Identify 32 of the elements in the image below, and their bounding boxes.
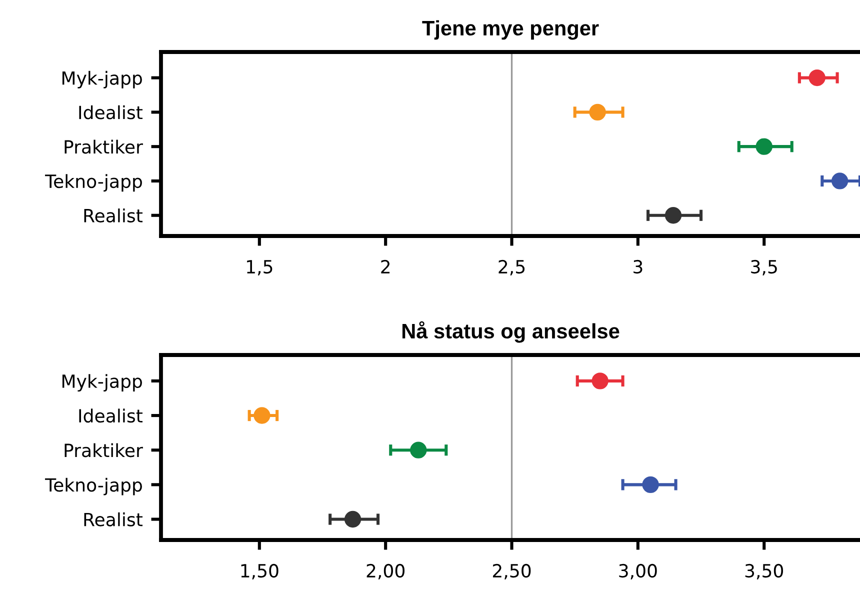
point (642, 476, 659, 494)
chart-title: Tjene mye penger (422, 20, 599, 40)
x-tick-label: 2,00 (366, 564, 404, 580)
x-tick-label: 3 (634, 260, 642, 274)
y-tick-label: Tekno-japp (45, 478, 142, 496)
point (756, 138, 772, 155)
x-tick-label: 2 (381, 260, 390, 274)
point (592, 372, 608, 390)
y-tick-label: Realist (84, 512, 143, 526)
point (831, 172, 848, 190)
x-tick-label: 2,5 (498, 260, 525, 276)
point (254, 407, 270, 424)
point (808, 69, 826, 86)
y-tick-label: Myk-japp (62, 70, 142, 88)
point (344, 510, 362, 528)
y-tick-label: Praktiker (64, 140, 143, 154)
point (410, 442, 427, 458)
x-tick-label: 1,50 (241, 564, 278, 580)
y-tick-label: Myk-japp (62, 374, 142, 392)
y-tick-label: Realist (84, 208, 143, 222)
y-tick-label: Tekno-japp (45, 174, 142, 192)
chart-title: Nå status og anseelse (402, 321, 620, 343)
x-tick-label: 3,00 (619, 564, 657, 580)
y-tick-label: Idealist (79, 408, 143, 423)
x-tick-label: 2,50 (492, 564, 531, 580)
y-tick-label: Idealist (79, 105, 143, 120)
x-tick-label: 3,50 (745, 564, 784, 580)
x-tick-label: 1,5 (247, 260, 272, 276)
point (664, 207, 682, 224)
x-tick-label: 3,5 (751, 260, 777, 276)
y-tick-label: Praktiker (64, 443, 143, 458)
point (589, 104, 606, 121)
